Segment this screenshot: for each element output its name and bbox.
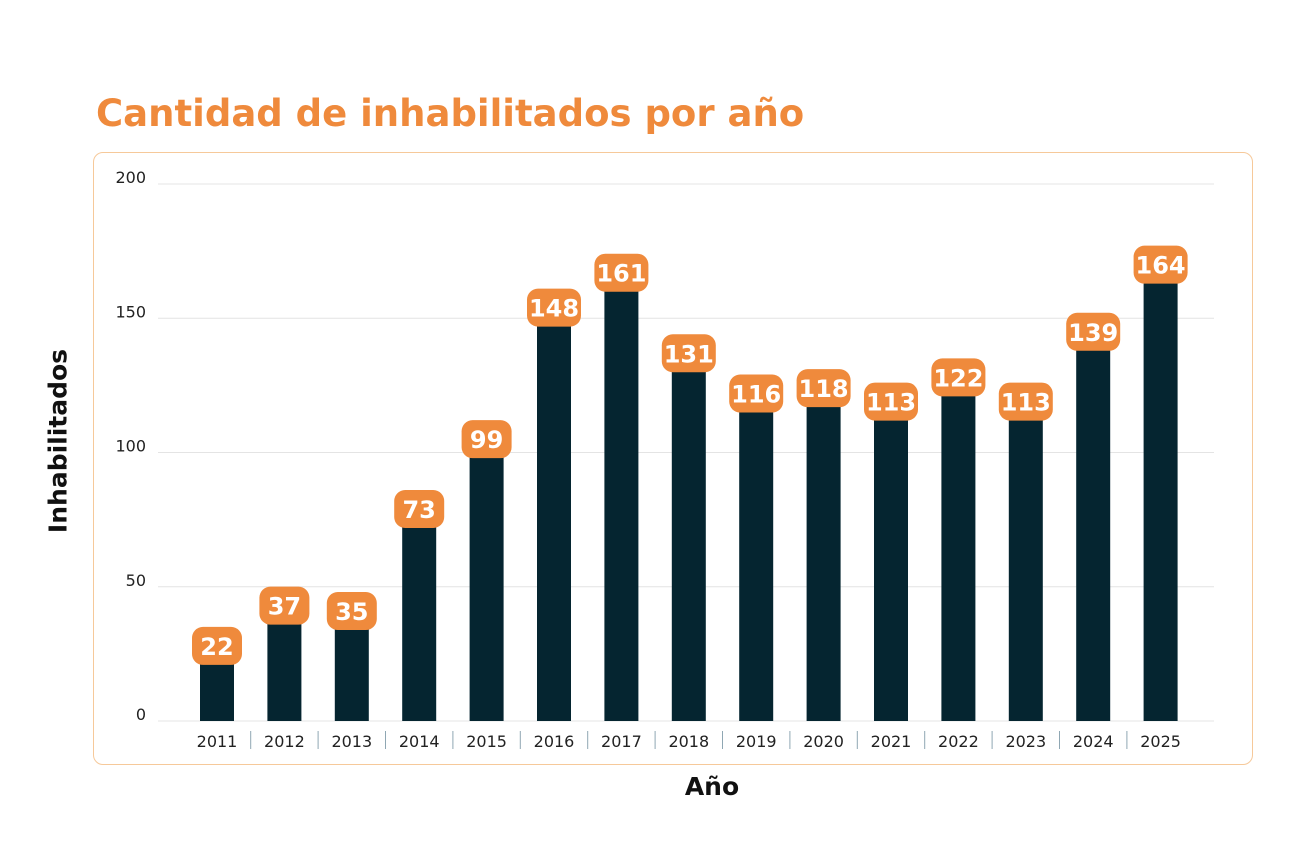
x-tick-label: 2015 bbox=[466, 732, 507, 751]
data-label-badge bbox=[661, 334, 716, 373]
x-tick-label: 2019 bbox=[736, 732, 777, 751]
data-label: 37 bbox=[268, 593, 301, 621]
x-tick-label: 2014 bbox=[399, 732, 440, 751]
data-label-badge bbox=[931, 358, 986, 397]
data-label: 122 bbox=[933, 364, 983, 392]
x-tick-label: 2012 bbox=[264, 732, 305, 751]
y-tick-label: 50 bbox=[126, 571, 146, 590]
x-tick-label: 2013 bbox=[331, 732, 372, 751]
bar bbox=[941, 393, 976, 721]
data-label-badge bbox=[998, 382, 1053, 421]
data-label: 139 bbox=[1068, 319, 1118, 347]
bar bbox=[604, 288, 639, 721]
data-label-badge bbox=[864, 382, 918, 421]
data-label-badge bbox=[527, 288, 581, 327]
data-label-badge bbox=[1066, 312, 1121, 351]
bar bbox=[671, 369, 706, 721]
bar bbox=[537, 323, 571, 721]
bar bbox=[267, 621, 302, 721]
data-label-badge bbox=[729, 374, 784, 413]
data-label: 99 bbox=[470, 426, 503, 454]
bar bbox=[200, 661, 234, 721]
data-label: 116 bbox=[731, 381, 781, 409]
x-tick-label: 2022 bbox=[938, 732, 979, 751]
x-tick-label: 2011 bbox=[197, 732, 238, 751]
chart-frame bbox=[93, 152, 1253, 765]
data-label-badge bbox=[259, 586, 310, 625]
data-label: 164 bbox=[1136, 252, 1186, 280]
bar bbox=[1143, 280, 1178, 721]
x-tick-label: 2017 bbox=[601, 732, 642, 751]
y-tick-label: 0 bbox=[136, 705, 146, 724]
y-tick-label: 200 bbox=[115, 168, 146, 187]
data-label-badge bbox=[594, 253, 649, 292]
x-tick-label: 2018 bbox=[668, 732, 709, 751]
bar bbox=[1076, 347, 1111, 721]
data-label-badge bbox=[192, 626, 242, 665]
x-tick-label: 2023 bbox=[1005, 732, 1046, 751]
data-label-badge bbox=[461, 420, 512, 459]
data-label-badge bbox=[326, 592, 377, 631]
x-tick-label: 2021 bbox=[871, 732, 912, 751]
x-tick-label: 2020 bbox=[803, 732, 844, 751]
bar bbox=[874, 417, 908, 721]
data-label: 131 bbox=[664, 340, 714, 368]
bar bbox=[402, 524, 437, 721]
data-label: 118 bbox=[799, 375, 849, 403]
data-label-badge bbox=[796, 369, 851, 408]
bar bbox=[806, 404, 841, 721]
y-tick-label: 100 bbox=[115, 437, 146, 456]
chart-title: Cantidad de inhabilitados por año bbox=[96, 92, 805, 135]
data-label-badge bbox=[1133, 245, 1188, 284]
data-label: 73 bbox=[402, 496, 435, 524]
data-label-badge bbox=[394, 489, 445, 528]
data-label: 22 bbox=[200, 633, 233, 661]
data-label: 148 bbox=[529, 295, 579, 323]
data-label: 161 bbox=[596, 260, 646, 288]
y-tick-label: 150 bbox=[115, 302, 146, 321]
x-tick-label: 2025 bbox=[1140, 732, 1181, 751]
data-label: 113 bbox=[1001, 389, 1051, 417]
bar bbox=[739, 409, 774, 721]
bar bbox=[1008, 417, 1043, 721]
x-tick-label: 2016 bbox=[534, 732, 575, 751]
bar bbox=[469, 455, 504, 721]
x-axis-label: Año bbox=[684, 772, 740, 801]
data-label: 113 bbox=[866, 389, 916, 417]
x-tick-label: 2024 bbox=[1073, 732, 1114, 751]
data-label: 35 bbox=[335, 598, 368, 626]
bar bbox=[334, 627, 369, 721]
